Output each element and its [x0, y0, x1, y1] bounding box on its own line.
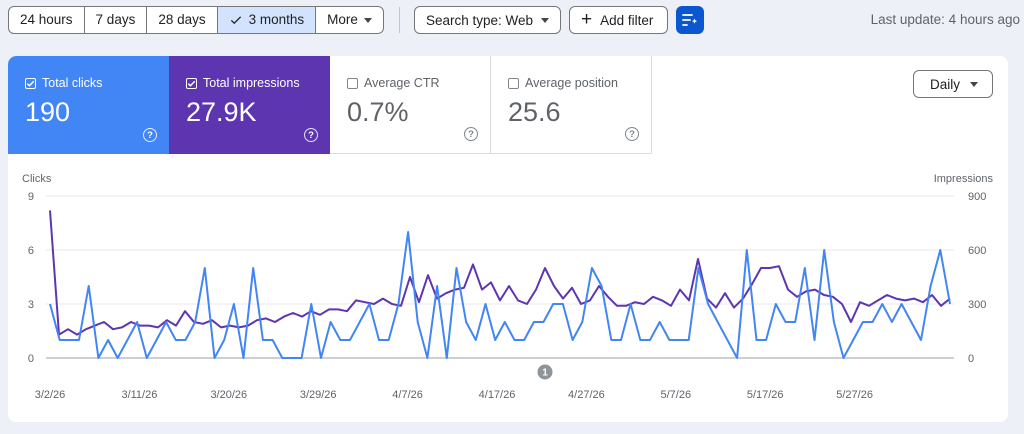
metric-value: 27.9K: [186, 97, 257, 127]
toolbar: 24 hours 7 days 28 days 3 months More Se…: [0, 0, 1024, 40]
filter-sparkle-icon: [682, 14, 698, 26]
checkbox-checked-icon[interactable]: [186, 77, 197, 89]
plus-icon: +: [581, 8, 593, 30]
y-right-axis-label: Impressions: [934, 173, 994, 185]
help-icon[interactable]: ?: [625, 127, 639, 141]
performance-card: Total clicks 190 ? Total impressions 27.…: [8, 56, 1008, 422]
check-icon: [230, 16, 241, 25]
range-28-days-button[interactable]: 28 days: [147, 7, 218, 33]
x-tick-label: 3/20/26: [210, 389, 247, 401]
series-line-clicks: [49, 231, 951, 359]
metric-value: 190: [25, 97, 71, 127]
metric-value: 0.7%: [347, 97, 409, 127]
x-tick-label: 5/27/26: [836, 389, 873, 401]
add-filter-label: Add filter: [600, 12, 654, 28]
checkbox-unchecked-icon[interactable]: [347, 77, 358, 89]
y-right-tick-label: 300: [968, 299, 986, 311]
x-tick-label: 3/2/26: [35, 389, 66, 401]
chevron-down-icon: [363, 17, 372, 23]
x-tick-label: 3/11/26: [121, 389, 157, 401]
y-right-tick-label: 600: [968, 245, 986, 257]
search-type-label: Search type: Web: [426, 12, 534, 28]
range-label: 24 hours: [20, 12, 73, 27]
y-right-tick-label: 0: [968, 353, 974, 365]
metric-label: Total clicks: [42, 76, 103, 90]
help-icon[interactable]: ?: [143, 128, 157, 142]
granularity-label: Daily: [930, 76, 961, 92]
range-label: 28 days: [158, 12, 206, 27]
metric-label-row: Total impressions: [186, 76, 330, 90]
y-left-axis-label: Clicks: [22, 173, 52, 185]
metric-label: Average position: [525, 76, 618, 90]
check-icon: [26, 80, 35, 87]
performance-chart: Clicks Impressions 0 3 6 9 0 300 600 900 3/2/26…: [22, 173, 994, 401]
metric-label-row: Total clicks: [25, 76, 169, 90]
y-left-tick-label: 3: [28, 299, 34, 311]
range-24-hours-button[interactable]: 24 hours: [9, 7, 85, 33]
add-filter-button[interactable]: + Add filter: [569, 6, 668, 34]
x-tick-label: 5/17/26: [747, 389, 784, 401]
filter-settings-button[interactable]: [676, 6, 704, 34]
granularity-dropdown[interactable]: Daily: [913, 70, 993, 98]
annotation-marker-icon[interactable]: [537, 364, 553, 380]
y-left-tick-label: 0: [28, 353, 34, 365]
x-tick-label: 5/7/26: [661, 389, 692, 401]
range-3-months-button[interactable]: 3 months: [217, 7, 317, 33]
metric-label-row: Average CTR: [347, 76, 490, 90]
y-left-tick-label: 9: [28, 191, 34, 203]
checkbox-checked-icon[interactable]: [25, 77, 36, 89]
help-icon[interactable]: ?: [304, 128, 318, 142]
x-tick-label: 4/7/26: [392, 389, 423, 401]
help-icon[interactable]: ?: [464, 127, 478, 141]
series-line-impressions: [49, 210, 951, 336]
check-icon: [187, 80, 196, 87]
chevron-down-icon: [970, 81, 978, 87]
metric-average-position[interactable]: Average position 25.6 ?: [491, 56, 652, 154]
range-more-button[interactable]: More: [316, 7, 383, 33]
range-label: More: [327, 12, 358, 27]
x-tick-label: 4/17/26: [479, 389, 516, 401]
metric-total-clicks[interactable]: Total clicks 190 ?: [8, 56, 169, 154]
metric-label: Total impressions: [203, 76, 300, 90]
metric-label: Average CTR: [364, 76, 440, 90]
metric-label-row: Average position: [508, 76, 651, 90]
metric-total-impressions[interactable]: Total impressions 27.9K ?: [169, 56, 330, 154]
range-7-days-button[interactable]: 7 days: [85, 7, 148, 33]
x-tick-label: 4/27/26: [568, 389, 605, 401]
y-left-tick-label: 6: [28, 245, 34, 257]
date-range-group: 24 hours 7 days 28 days 3 months More: [8, 6, 384, 34]
range-label: 7 days: [95, 12, 136, 27]
search-type-dropdown[interactable]: Search type: Web: [414, 6, 561, 34]
x-tick-label: 3/29/26: [300, 389, 337, 401]
last-update-text: Last update: 4 hours ago: [870, 12, 1020, 27]
metric-value: 25.6: [508, 97, 561, 127]
annotation-count: 1: [542, 368, 548, 379]
metric-tiles: Total clicks 190 ? Total impressions 27.…: [8, 56, 652, 154]
chevron-down-icon: [541, 17, 550, 23]
metric-average-ctr[interactable]: Average CTR 0.7% ?: [330, 56, 491, 154]
y-right-tick-label: 900: [968, 191, 986, 203]
range-label: 3 months: [248, 12, 305, 27]
checkbox-unchecked-icon[interactable]: [508, 77, 519, 89]
toolbar-divider: [399, 7, 400, 33]
